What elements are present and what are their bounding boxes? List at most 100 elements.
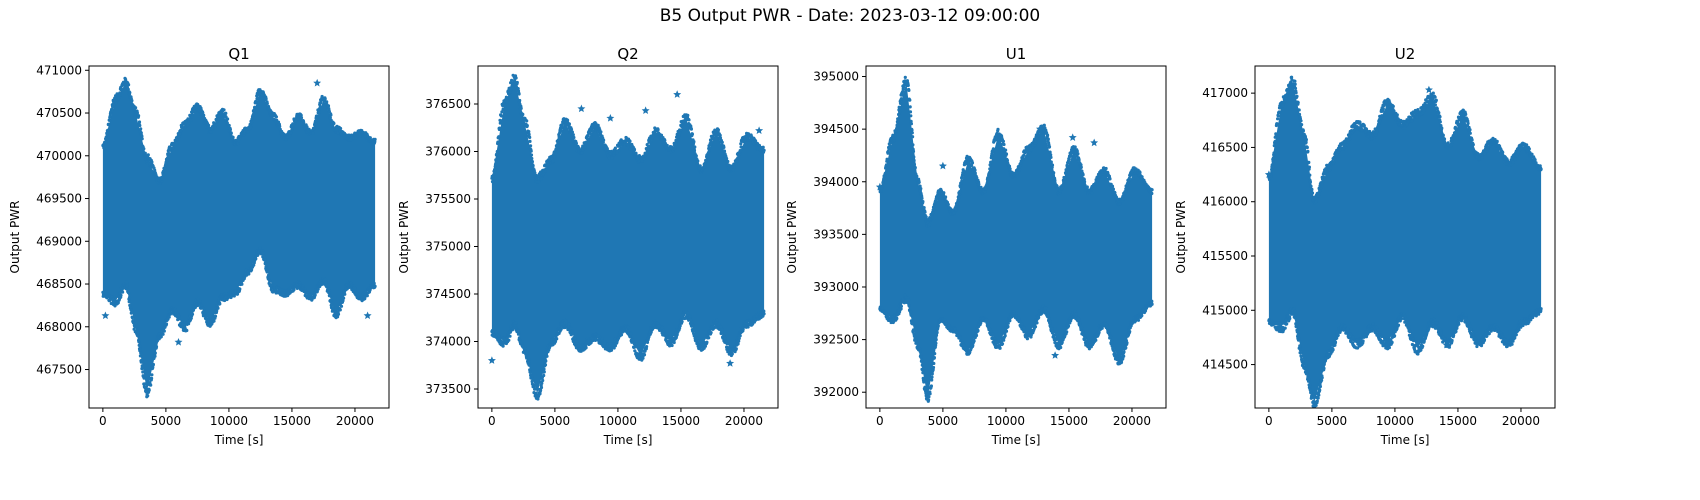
data-point <box>127 300 131 304</box>
data-point <box>931 365 936 370</box>
data-point <box>120 87 124 92</box>
data-point <box>739 145 743 149</box>
data-point <box>542 370 546 374</box>
data-point <box>139 127 143 131</box>
data-point <box>693 145 697 149</box>
data-point <box>761 145 765 149</box>
data-point <box>559 327 563 331</box>
data-point <box>1037 134 1041 138</box>
data-point <box>931 211 935 215</box>
data-point <box>920 358 924 362</box>
data-point <box>958 190 962 194</box>
data-point <box>946 203 950 207</box>
data-point <box>900 93 904 97</box>
data-point <box>1033 141 1038 145</box>
data-point <box>527 357 531 361</box>
data-point <box>895 123 899 127</box>
y-tick-label: 374500 <box>425 287 471 301</box>
data-point <box>906 83 910 87</box>
data-point <box>264 97 268 101</box>
data-point <box>972 339 976 343</box>
data-point <box>134 325 138 329</box>
data-point <box>160 177 165 181</box>
data-point <box>124 77 128 82</box>
data-point <box>739 142 743 146</box>
data-point <box>879 189 883 193</box>
data-point <box>554 147 558 151</box>
data-point <box>722 145 726 149</box>
y-tick-label: 375000 <box>425 240 471 254</box>
data-point <box>989 329 993 333</box>
data-point <box>193 109 197 113</box>
data-point <box>204 314 208 318</box>
data-point <box>908 110 913 114</box>
data-point <box>499 119 503 123</box>
data-point <box>147 388 151 392</box>
data-point <box>918 184 922 188</box>
data-point <box>586 138 590 142</box>
data-point <box>976 329 980 333</box>
x-tick-label: 0 <box>99 414 107 428</box>
data-point <box>708 146 712 150</box>
data-point <box>497 334 501 338</box>
data-point <box>525 119 529 123</box>
y-tick-label: 376000 <box>425 145 471 159</box>
data-point <box>909 313 913 317</box>
data-point <box>933 352 937 356</box>
data-point <box>1069 154 1073 158</box>
outlier-point <box>363 311 372 320</box>
data-point <box>921 200 925 204</box>
data-point <box>895 127 899 131</box>
data-point <box>503 104 507 108</box>
data-point <box>498 126 502 130</box>
data-point <box>1002 142 1006 147</box>
data-point <box>137 340 141 344</box>
data-point <box>958 336 963 340</box>
data-point <box>185 328 189 333</box>
data-point <box>139 131 143 135</box>
data-point <box>1046 314 1050 318</box>
data-point <box>762 309 766 313</box>
data-point <box>1017 316 1021 320</box>
data-point <box>531 164 535 168</box>
data-point <box>353 287 357 291</box>
data-point <box>911 322 915 326</box>
data-point <box>736 342 740 346</box>
data-point <box>1052 171 1056 175</box>
data-point <box>718 133 722 137</box>
data-point <box>927 398 931 402</box>
data-point <box>258 246 262 250</box>
x-tick-label: 15000 <box>273 414 311 428</box>
data-point <box>955 330 960 334</box>
data-point <box>1065 168 1069 172</box>
data-point <box>212 319 216 323</box>
data-point <box>238 287 242 291</box>
data-point <box>127 83 131 87</box>
data-point <box>493 168 497 172</box>
data-point <box>910 131 914 135</box>
data-point <box>1004 148 1008 152</box>
data-point <box>266 273 271 277</box>
x-tick-label: 20000 <box>725 414 763 428</box>
data-point <box>519 106 523 110</box>
data-point <box>256 96 260 100</box>
data-point <box>580 151 584 155</box>
data-point <box>529 149 533 153</box>
data-point <box>881 181 885 185</box>
data-point <box>506 99 510 103</box>
data-point <box>162 173 166 177</box>
data-point <box>907 298 911 302</box>
data-point <box>495 149 499 154</box>
data-point <box>1051 329 1055 334</box>
data-point <box>704 158 708 162</box>
data-point <box>632 148 637 152</box>
data-point <box>1005 158 1010 162</box>
data-point <box>497 135 501 139</box>
data-point <box>264 265 268 269</box>
y-tick-label: 373500 <box>425 382 471 396</box>
data-point <box>339 126 343 131</box>
data-point <box>141 370 145 374</box>
data-point <box>149 383 153 387</box>
data-point <box>543 363 548 367</box>
